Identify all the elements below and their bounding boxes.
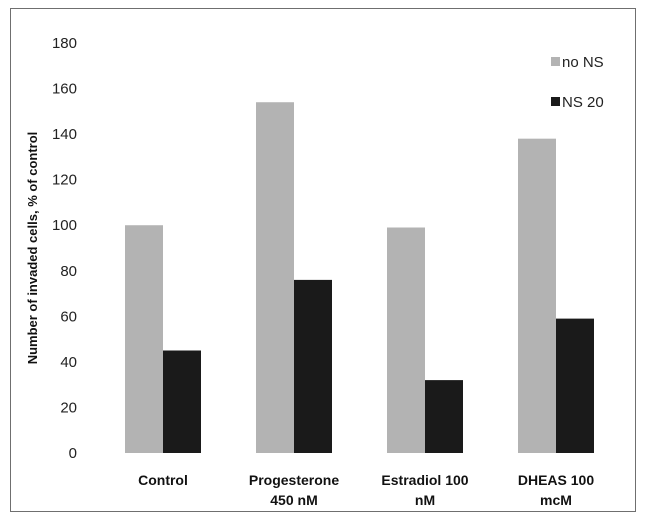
legend-label: NS 20 — [562, 94, 604, 111]
y-tick-label: 120 — [52, 172, 77, 189]
bar-no-ns — [256, 102, 294, 453]
y-tick-label: 80 — [60, 263, 77, 280]
legend-swatch — [551, 97, 560, 106]
y-axis-title: Number of invaded cells, % of control — [25, 132, 40, 365]
x-tick-label: mcM — [540, 492, 572, 508]
x-tick-label: Estradiol 100 — [381, 472, 468, 488]
bar-ns-20 — [425, 380, 463, 453]
x-tick-label: 450 nM — [270, 492, 317, 508]
y-tick-label: 140 — [52, 126, 77, 143]
y-tick-label: 180 — [52, 35, 77, 52]
y-tick-label: 40 — [60, 354, 77, 371]
y-tick-label: 100 — [52, 217, 77, 234]
y-tick-label: 20 — [60, 399, 77, 416]
x-tick-label: Progesterone — [249, 472, 339, 488]
bar-no-ns — [518, 138, 556, 453]
y-tick-label: 0 — [69, 445, 77, 462]
bar-no-ns — [387, 227, 425, 453]
legend-label: no NS — [562, 54, 604, 71]
bar-no-ns — [125, 225, 163, 453]
chart-frame: 0 20 40 60 80 100 120 140 160 180 Number of invade… — [10, 8, 636, 512]
bar-ns-20 — [163, 350, 201, 453]
x-tick-label: DHEAS 100 — [518, 472, 594, 488]
x-tick-label: nM — [415, 492, 435, 508]
x-tick-label: Control — [138, 472, 188, 488]
bar-ns-20 — [294, 279, 332, 453]
y-tick-label: 60 — [60, 308, 77, 325]
legend-swatch — [551, 57, 560, 66]
bar-chart: 0 20 40 60 80 100 120 140 160 180 Number of invade… — [25, 35, 604, 508]
y-tick-label: 160 — [52, 81, 77, 98]
bar-ns-20 — [556, 318, 594, 453]
